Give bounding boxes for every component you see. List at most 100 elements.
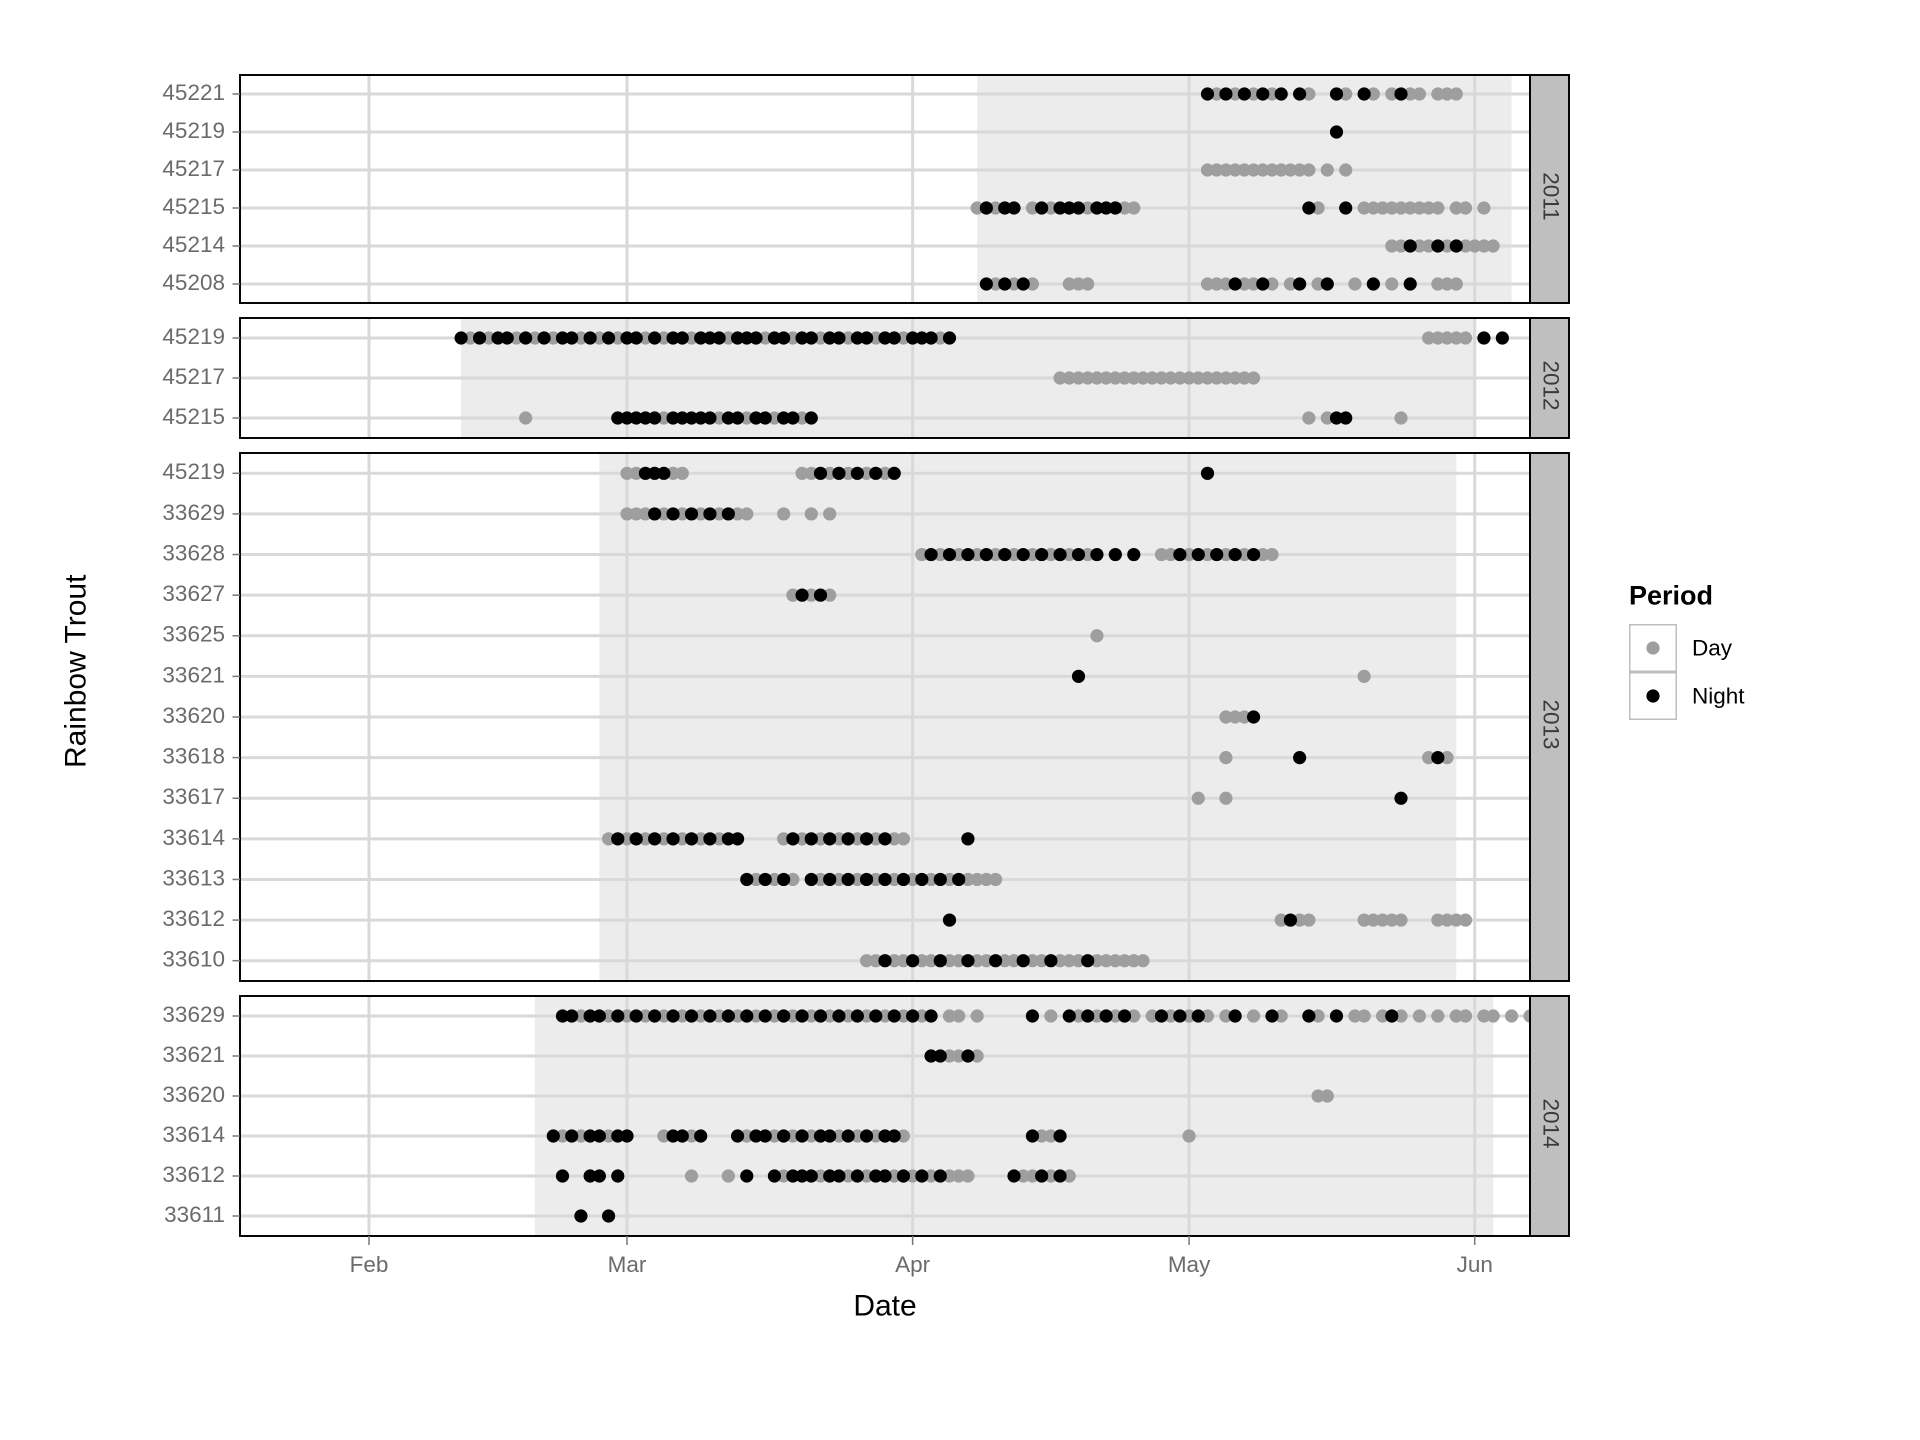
- data-point: [1339, 411, 1352, 424]
- y-tick-label: 33620: [162, 1082, 225, 1107]
- x-tick-label: Feb: [350, 1252, 389, 1277]
- legend-label: Day: [1692, 635, 1732, 661]
- data-point: [1348, 277, 1361, 290]
- data-point: [1035, 548, 1048, 561]
- data-point: [1155, 1009, 1168, 1022]
- data-point: [860, 832, 873, 845]
- data-point: [593, 1129, 606, 1142]
- data-point: [777, 507, 790, 520]
- data-point: [1256, 277, 1269, 290]
- data-point: [1109, 548, 1122, 561]
- data-point: [805, 411, 818, 424]
- data-point: [1035, 201, 1048, 214]
- legend: PeriodDayNight: [1629, 581, 1745, 721]
- data-point: [842, 1129, 855, 1142]
- data-point: [648, 507, 661, 520]
- data-point: [934, 873, 947, 886]
- data-point: [722, 1169, 735, 1182]
- data-point: [1394, 792, 1407, 805]
- data-point: [666, 1009, 679, 1022]
- data-point: [1404, 239, 1417, 252]
- data-point: [547, 1129, 560, 1142]
- data-point: [1321, 163, 1334, 176]
- data-point: [685, 832, 698, 845]
- data-point: [593, 1169, 606, 1182]
- data-point: [648, 331, 661, 344]
- data-point: [906, 954, 919, 967]
- data-point: [537, 331, 550, 344]
- data-point: [1413, 1009, 1426, 1022]
- data-point: [1339, 163, 1352, 176]
- data-point: [657, 467, 670, 480]
- legend-key: [1629, 624, 1677, 672]
- data-point: [786, 411, 799, 424]
- y-tick-label: 33617: [162, 784, 225, 809]
- data-point: [519, 411, 532, 424]
- data-point: [989, 954, 1002, 967]
- data-point: [1321, 1089, 1334, 1102]
- data-point: [455, 331, 468, 344]
- data-point: [842, 873, 855, 886]
- data-point: [1385, 277, 1398, 290]
- data-point: [814, 467, 827, 480]
- data-point: [703, 507, 716, 520]
- data-point: [1081, 1009, 1094, 1022]
- y-tick-label: 45215: [162, 194, 225, 219]
- data-point: [888, 467, 901, 480]
- data-point: [740, 873, 753, 886]
- y-axis-title: Rainbow Trout: [60, 575, 95, 768]
- data-point: [851, 1009, 864, 1022]
- data-point: [1330, 1009, 1343, 1022]
- y-tick-label: 45217: [162, 364, 225, 389]
- data-point: [998, 277, 1011, 290]
- data-point: [1459, 201, 1472, 214]
- data-point: [934, 1049, 947, 1062]
- data-point: [611, 1169, 624, 1182]
- data-point: [1053, 548, 1066, 561]
- y-tick-label: 33621: [162, 662, 225, 687]
- facet-label: 2011: [1539, 172, 1564, 220]
- data-point: [823, 873, 836, 886]
- data-point: [1450, 239, 1463, 252]
- y-tick-label: 33612: [162, 906, 225, 931]
- data-point: [1229, 277, 1242, 290]
- data-point: [1431, 239, 1444, 252]
- data-point: [703, 1009, 716, 1022]
- data-point: [1293, 87, 1306, 100]
- data-point: [759, 1129, 772, 1142]
- data-point: [878, 832, 891, 845]
- data-point: [1026, 1129, 1039, 1142]
- data-point: [611, 1009, 624, 1022]
- data-point: [998, 548, 1011, 561]
- data-point: [1219, 751, 1232, 764]
- panel-2014: 2014336293362133620336143361233611: [162, 996, 1569, 1236]
- data-point: [1302, 913, 1315, 926]
- data-point: [924, 1009, 937, 1022]
- data-point: [565, 1009, 578, 1022]
- data-point: [842, 832, 855, 845]
- data-point: [832, 331, 845, 344]
- data-point: [1293, 277, 1306, 290]
- data-point: [1413, 87, 1426, 100]
- data-point: [832, 1009, 845, 1022]
- data-point: [915, 1169, 928, 1182]
- data-point: [814, 1009, 827, 1022]
- data-point: [602, 1209, 615, 1222]
- data-point: [1192, 1009, 1205, 1022]
- data-point: [805, 873, 818, 886]
- data-point: [777, 1129, 790, 1142]
- data-point: [1450, 277, 1463, 290]
- y-tick-label: 33614: [162, 825, 225, 850]
- y-tick-label: 45219: [162, 118, 225, 143]
- y-tick-label: 45219: [162, 459, 225, 484]
- data-point: [989, 873, 1002, 886]
- data-point: [731, 832, 744, 845]
- data-point: [1182, 1129, 1195, 1142]
- data-point: [1321, 277, 1334, 290]
- data-point: [961, 1169, 974, 1182]
- data-point: [869, 467, 882, 480]
- data-point: [666, 507, 679, 520]
- y-tick-label: 33613: [162, 865, 225, 890]
- data-point: [1394, 913, 1407, 926]
- y-tick-label: 33629: [162, 500, 225, 525]
